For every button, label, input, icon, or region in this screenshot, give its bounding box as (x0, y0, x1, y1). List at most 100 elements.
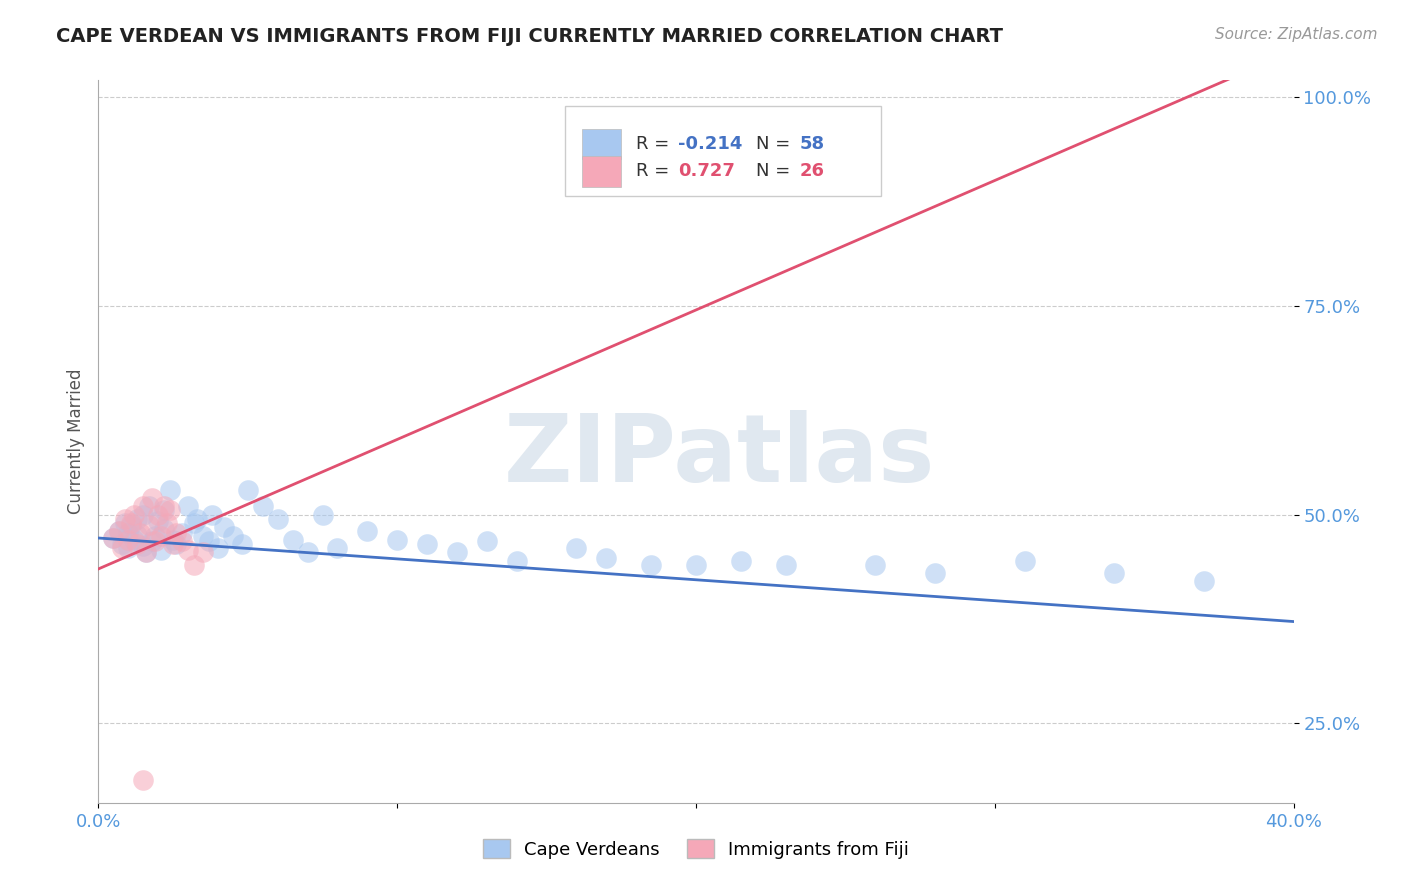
Point (252, 500, 274, 514)
Point (153, 522, 176, 536)
Point (141, 491, 163, 505)
Point (153, 500, 176, 514)
Point (132, 508, 155, 522)
Text: 26: 26 (800, 162, 825, 180)
Point (172, 526, 194, 541)
Point (132, 773, 155, 788)
Point (120, 516, 142, 530)
Point (132, 540, 155, 554)
Point (172, 534, 194, 549)
Point (117, 526, 139, 541)
Point (222, 528, 245, 542)
FancyBboxPatch shape (582, 129, 620, 160)
Text: 58: 58 (800, 135, 825, 153)
Point (177, 500, 200, 514)
Point (730, 553, 752, 567)
Point (685, 558, 707, 572)
Point (156, 516, 179, 530)
Point (198, 534, 221, 549)
Point (1192, 574, 1215, 589)
Point (141, 534, 163, 549)
Point (117, 541, 139, 555)
Point (148, 514, 170, 528)
Point (162, 537, 184, 551)
Point (924, 566, 946, 580)
Point (595, 551, 617, 566)
Point (446, 545, 468, 559)
Point (506, 553, 529, 567)
Point (186, 512, 208, 526)
Point (103, 531, 125, 545)
Point (124, 508, 146, 522)
Point (385, 533, 409, 547)
Point (159, 483, 181, 497)
Y-axis label: Currently Married: Currently Married (66, 368, 84, 515)
Point (207, 541, 229, 555)
Point (183, 558, 205, 572)
Text: CAPE VERDEAN VS IMMIGRANTS FROM FIJI CURRENTLY MARRIED CORRELATION CHART: CAPE VERDEAN VS IMMIGRANTS FROM FIJI CUR… (56, 27, 1004, 45)
Point (865, 558, 887, 572)
FancyBboxPatch shape (565, 105, 882, 196)
Point (565, 541, 588, 555)
Point (108, 524, 131, 539)
Point (191, 545, 214, 559)
Point (177, 542, 200, 557)
FancyBboxPatch shape (582, 156, 620, 186)
Point (640, 558, 662, 572)
Point (108, 524, 131, 539)
Point (183, 516, 205, 530)
Point (1014, 553, 1036, 567)
Text: Source: ZipAtlas.com: Source: ZipAtlas.com (1215, 27, 1378, 42)
Point (117, 533, 139, 547)
Point (201, 508, 224, 522)
Point (114, 512, 136, 526)
Point (135, 545, 157, 559)
Text: R =: R = (637, 162, 675, 180)
Point (165, 537, 187, 551)
Point (143, 534, 166, 549)
Point (297, 545, 319, 559)
Text: 0.727: 0.727 (678, 162, 735, 180)
Point (236, 483, 259, 497)
Point (191, 528, 214, 542)
Point (150, 542, 173, 557)
Point (148, 508, 170, 522)
Point (120, 517, 142, 532)
Text: ZIPatlas: ZIPatlas (505, 410, 935, 502)
Point (1104, 566, 1126, 580)
Point (103, 531, 125, 545)
Point (267, 512, 290, 526)
Point (132, 500, 155, 514)
Point (129, 526, 152, 541)
Point (165, 526, 187, 541)
Point (311, 508, 333, 522)
Point (138, 500, 160, 514)
Point (150, 528, 173, 542)
Legend: Cape Verdeans, Immigrants from Fiji: Cape Verdeans, Immigrants from Fiji (475, 832, 917, 866)
Point (114, 516, 136, 530)
Point (135, 545, 157, 559)
Point (475, 534, 498, 549)
Point (231, 537, 253, 551)
Point (127, 537, 149, 551)
Text: R =: R = (637, 135, 675, 153)
Point (138, 517, 160, 532)
Point (143, 528, 166, 542)
Text: N =: N = (756, 135, 796, 153)
Point (111, 537, 134, 551)
Point (111, 541, 134, 555)
Point (124, 533, 146, 547)
Point (127, 512, 149, 526)
Point (153, 503, 176, 517)
Point (162, 533, 184, 547)
Point (127, 527, 149, 541)
Text: N =: N = (756, 162, 796, 180)
Point (326, 541, 349, 555)
Point (212, 520, 235, 534)
Text: -0.214: -0.214 (678, 135, 742, 153)
Point (159, 503, 181, 517)
Point (775, 558, 797, 572)
Point (281, 533, 304, 547)
Point (356, 524, 378, 539)
Point (416, 537, 439, 551)
